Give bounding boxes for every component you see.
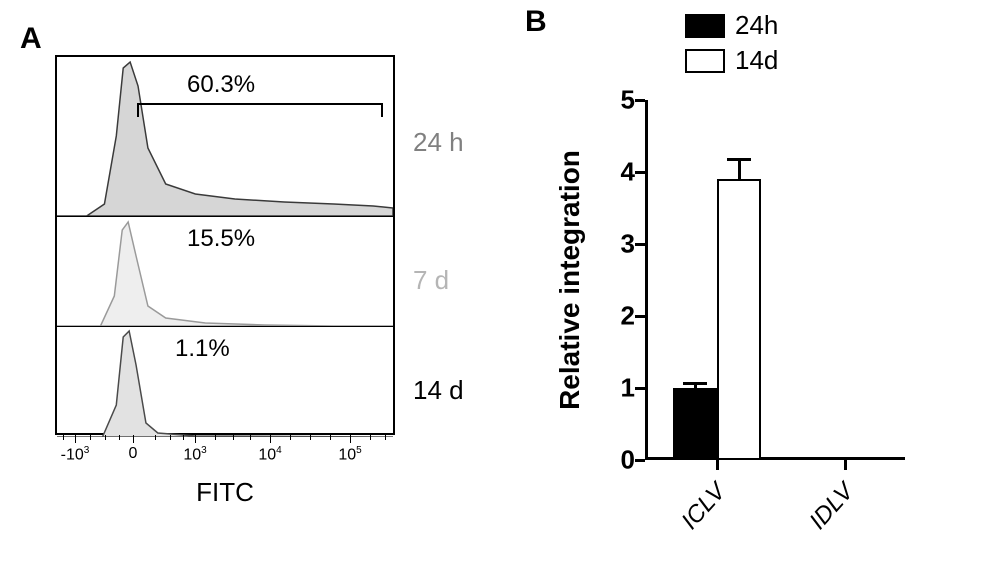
panel-b-label: B	[525, 5, 547, 39]
histogram-row: 15.5%	[57, 217, 393, 327]
y-tick-label: 1	[621, 373, 635, 404]
y-axis-title: Relative integration	[554, 150, 586, 410]
x-tick	[75, 435, 76, 443]
bar	[717, 179, 761, 460]
legend-label: 24h	[735, 10, 778, 41]
histogram-row: 1.1%	[57, 327, 393, 437]
bar	[673, 388, 717, 460]
percent-label: 60.3%	[187, 71, 255, 99]
y-tick-label: 2	[621, 301, 635, 332]
timepoint-label: 14 d	[413, 375, 464, 406]
category-label: IDLV	[804, 478, 860, 535]
x-tick	[133, 435, 134, 443]
legend-swatch	[685, 49, 725, 73]
panel-b: 24h14d Relative integration 012345ICLVID…	[570, 70, 970, 570]
y-tick	[635, 243, 645, 246]
x-tick	[195, 435, 196, 443]
y-axis-line	[645, 100, 648, 460]
legend-item: 14d	[685, 45, 778, 76]
x-tick-label: 103	[183, 445, 206, 464]
y-tick	[635, 387, 645, 390]
x-minor-tick	[90, 435, 91, 440]
x-minor-tick	[105, 435, 106, 440]
timepoint-label: 24 h	[413, 127, 464, 158]
x-minor-tick	[290, 435, 291, 440]
legend-item: 24h	[685, 10, 778, 41]
x-minor-tick	[155, 435, 156, 440]
x-minor-tick	[215, 435, 216, 440]
error-cap	[727, 158, 751, 161]
x-tick	[716, 460, 719, 470]
percent-label: 1.1%	[175, 335, 230, 363]
x-minor-tick	[170, 435, 171, 440]
y-tick-label: 4	[621, 157, 635, 188]
error-cap	[683, 382, 707, 385]
x-tick	[844, 460, 847, 470]
x-tick-label: 105	[338, 445, 361, 464]
x-axis-title: FITC	[55, 477, 395, 508]
x-minor-tick	[370, 435, 371, 440]
x-minor-tick	[330, 435, 331, 440]
y-tick	[635, 171, 645, 174]
timepoint-label: 7 d	[413, 265, 449, 296]
panel-a-label: A	[20, 22, 42, 56]
legend: 24h14d	[685, 10, 778, 80]
error-bar	[738, 159, 741, 179]
y-tick	[635, 459, 645, 462]
x-tick-label: -103	[61, 445, 90, 464]
x-minor-tick	[250, 435, 251, 440]
x-minor-tick	[183, 435, 184, 440]
percent-label: 15.5%	[187, 225, 255, 253]
legend-swatch	[685, 14, 725, 38]
x-minor-tick	[385, 435, 386, 440]
category-label: ICLV	[676, 478, 732, 535]
x-tick-label: 0	[129, 445, 138, 463]
bar-plot-area: 012345ICLVIDLV	[645, 100, 905, 460]
x-minor-tick	[310, 435, 311, 440]
panel-a: 60.3% 15.5% 1.1% -103 0 103 104 105 FITC 24 h 7…	[55, 55, 475, 535]
x-tick-label: 104	[258, 445, 281, 464]
y-tick	[635, 99, 645, 102]
y-tick	[635, 315, 645, 318]
x-tick	[350, 435, 351, 443]
x-minor-tick	[63, 435, 64, 440]
x-minor-tick	[233, 435, 234, 440]
x-minor-tick	[119, 435, 120, 440]
x-tick	[270, 435, 271, 443]
y-tick-label: 0	[621, 445, 635, 476]
legend-label: 14d	[735, 45, 778, 76]
gate-marker	[137, 103, 383, 117]
histogram-row: 60.3%	[57, 57, 393, 217]
y-tick-label: 3	[621, 229, 635, 260]
y-tick-label: 5	[621, 85, 635, 116]
